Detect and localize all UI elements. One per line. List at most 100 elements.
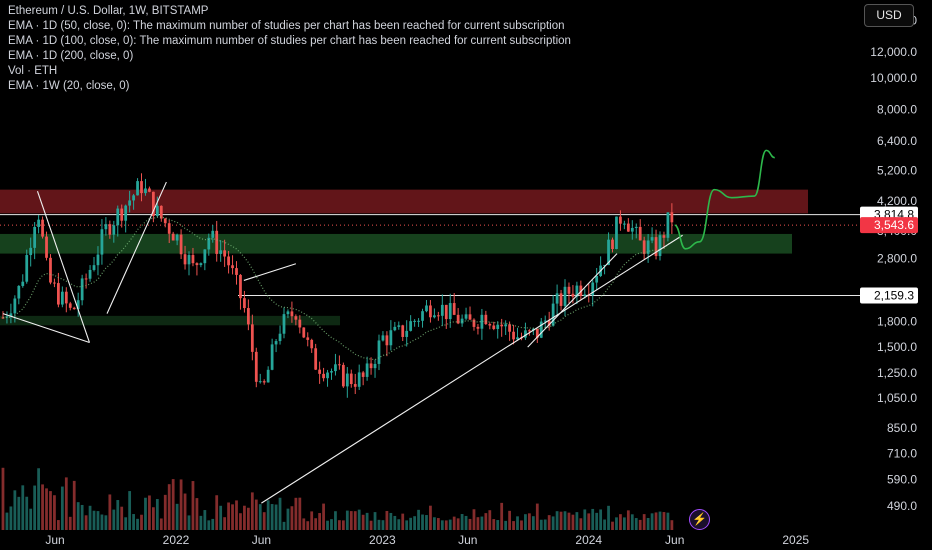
x-tick-label: 2024 (575, 533, 602, 547)
volume-bar (630, 514, 634, 530)
volume-bar (250, 492, 254, 530)
volume-bar (151, 507, 155, 530)
volume-bar (444, 520, 448, 530)
candle-body (128, 200, 132, 206)
candle-body (563, 286, 567, 306)
volume-bar (274, 504, 278, 530)
candle-body (258, 381, 262, 383)
candle-body (80, 278, 84, 301)
volume-bar (92, 510, 96, 530)
volume-bar (21, 485, 25, 530)
volume-bar (551, 516, 555, 530)
zone-support (0, 233, 792, 254)
volume-bar (524, 514, 527, 530)
candle-body (638, 226, 642, 241)
candle-body (254, 351, 258, 382)
volume-bar (567, 512, 571, 530)
volume-bar (223, 517, 227, 530)
volume-bar (96, 511, 100, 530)
candle-body (626, 223, 630, 232)
volume-bar (112, 509, 116, 530)
candle-body (547, 320, 551, 326)
y-tick-label: 8,000.0 (877, 103, 917, 117)
volume-bar (64, 477, 68, 530)
y-tick-label: 1,500.0 (877, 340, 917, 354)
candle-body (468, 314, 472, 320)
volume-bar (266, 500, 270, 530)
volume-bar (310, 511, 314, 530)
candle-body (318, 369, 322, 374)
candle-body (159, 205, 163, 219)
trendline (527, 253, 618, 348)
candle-body (658, 235, 662, 257)
x-tick-label: 2023 (369, 533, 396, 547)
x-tick-label: Jun (252, 533, 271, 547)
volume-bar (361, 514, 365, 530)
candle-body (444, 304, 448, 320)
currency-button[interactable]: USD (864, 4, 914, 27)
candle-body (298, 319, 302, 328)
volume-bar (294, 497, 298, 530)
candle-body (274, 341, 278, 345)
candle-body (654, 237, 658, 257)
y-tick-label: 4,200.0 (877, 194, 917, 208)
volume-bar (464, 515, 468, 530)
volume-bar (219, 505, 223, 530)
x-tick-label: Jun (458, 533, 477, 547)
candle-body (215, 230, 219, 254)
candle-body (492, 325, 496, 329)
legend-study-ema200[interactable]: EMA · 1D (200, close, 0) (8, 50, 134, 62)
candle-body (175, 234, 179, 241)
volume-bar (231, 504, 234, 530)
candle-body (314, 348, 318, 370)
y-tick-label: 590.0 (887, 473, 917, 487)
volume-bar (658, 511, 662, 530)
volume-bar (199, 515, 203, 530)
legend-study-ema-weekly[interactable]: EMA · 1W (20, close, 0) (8, 80, 130, 92)
candle-body (535, 328, 539, 338)
volume-bar (583, 509, 587, 530)
volume-bar (60, 486, 64, 530)
legend-study-ema100[interactable]: EMA · 1D (100, close, 0): The maximum nu… (8, 35, 571, 47)
volume-bar (341, 520, 345, 530)
volume-bar (385, 510, 389, 530)
candle-body (68, 303, 72, 308)
volume-bar (401, 513, 405, 530)
candle-body (246, 308, 250, 325)
candle-body (116, 208, 120, 226)
candle-body (136, 181, 139, 196)
volume-bar (480, 516, 484, 530)
candle-body (148, 188, 151, 192)
candle-body (155, 205, 159, 216)
lightning-icon[interactable]: ⚡ (689, 509, 710, 530)
legend-study-ema50[interactable]: EMA · 1D (50, close, 0): The maximum num… (8, 20, 565, 32)
volume-bar (603, 519, 606, 530)
candle-body (630, 227, 634, 232)
volume-bar (282, 521, 286, 530)
volume-bar (599, 509, 603, 530)
volume-bar (116, 500, 120, 530)
volume-bar (302, 518, 306, 530)
volume-bar (227, 502, 230, 530)
volume-bar (128, 491, 132, 530)
candle-body (21, 281, 25, 286)
candle-body (397, 325, 401, 327)
candle-body (619, 216, 622, 224)
volume-bar (448, 519, 452, 530)
candle-body (187, 255, 191, 265)
legend-study-volume[interactable]: Vol · ETH (8, 65, 58, 77)
volume-bar (456, 518, 460, 530)
candle-body (615, 216, 618, 250)
volume-bar (345, 510, 349, 530)
volume-bar (579, 518, 583, 530)
candle-body (456, 314, 460, 324)
candle-body (163, 218, 167, 224)
candle-body (591, 282, 595, 296)
price-badge-label: 2,159.3 (874, 288, 914, 302)
candle-body (349, 373, 353, 385)
volume-bar (33, 485, 37, 530)
candle-body (385, 335, 389, 346)
volume-bar (207, 520, 211, 530)
candle-body (179, 234, 183, 255)
